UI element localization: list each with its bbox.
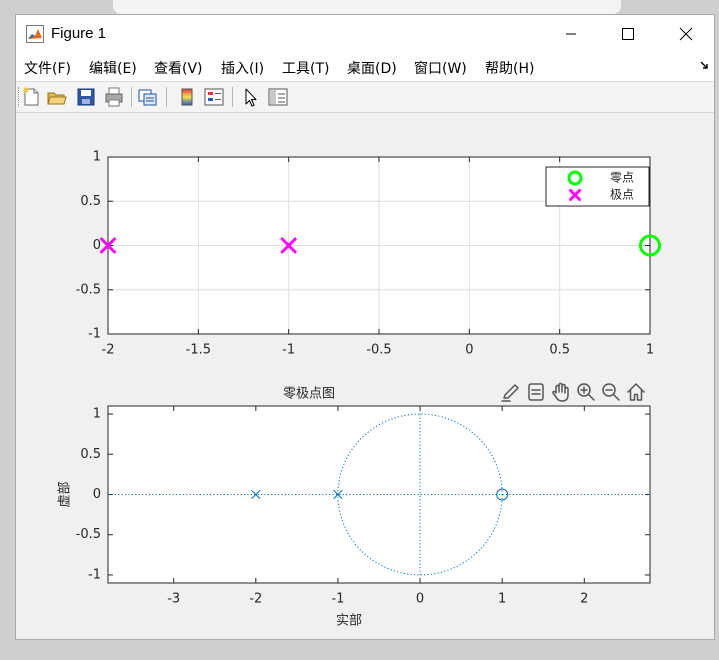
menu-bar: 文件(F) 编辑(E) 查看(V) 插入(I) 工具(T) 桌面(D) 窗口(W… [16,53,714,82]
zplane-title: 零极点图 [283,387,335,402]
menu-file[interactable]: 文件(F) [24,61,71,77]
y-tick-label: 0 [93,487,101,502]
brush-icon[interactable] [501,384,519,402]
x-tick-label: 1 [498,592,506,607]
toolbar-grip [18,87,21,107]
new-figure-icon[interactable] [20,86,42,108]
zplane-xlabel: 实部 [336,614,362,629]
open-file-icon[interactable] [46,86,68,108]
zoom-in-icon[interactable] [577,383,595,401]
print-icon[interactable] [103,86,125,108]
x-tick-label: -2 [102,343,115,358]
zplane-pole-marker [333,490,343,499]
figure-toolbar [16,82,714,113]
property-inspector-icon[interactable] [267,86,289,108]
y-tick-label: 0.5 [80,194,101,209]
zplane-ylabel: 虚部 [58,481,73,507]
x-tick-label: -2 [249,592,262,607]
legend-zero-marker [567,170,583,186]
zplane-pole-marker [251,490,261,499]
dock-figure-icon[interactable] [700,60,710,70]
menu-desktop[interactable]: 桌面(D) [347,61,397,77]
link-plot-icon[interactable] [137,86,159,108]
toolbar-separator [232,87,233,107]
home-icon[interactable] [627,383,645,401]
legend-label: 零点 [610,171,634,185]
close-icon [679,27,693,41]
menu-help[interactable]: 帮助(H) [485,61,535,77]
menu-insert[interactable]: 插入(I) [221,61,265,77]
y-tick-label: -0.5 [76,527,101,542]
figure-canvas: -2 -1.5 -1 -0.5 0 0.5 1 1 0.5 0 -0.5 -1 零点 极点 -3 -2 -1 0 1… [16,112,716,641]
axes-background [108,406,650,583]
zero-point-marker [639,234,661,257]
menu-window[interactable]: 窗口(W) [414,61,467,77]
y-tick-label: 1 [93,407,101,422]
y-tick-label: 1 [93,150,101,165]
x-tick-label: -1 [282,343,295,358]
x-tick-label: 0 [465,343,473,358]
toolbar-separator [166,87,167,107]
x-tick-label: -1 [331,592,344,607]
menu-edit[interactable]: 编辑(E) [89,61,137,77]
save-icon[interactable] [75,86,97,108]
maximize-button[interactable] [605,15,651,53]
edit-plot-arrow-icon[interactable] [240,86,262,108]
toolbar-separator [131,87,132,107]
x-tick-label: 0.5 [549,343,570,358]
x-tick-label: 1 [646,343,654,358]
y-tick-label: -1 [88,327,101,342]
legend-pole-marker [569,189,581,201]
x-tick-label: 0 [416,592,424,607]
zplane-axes: -3 -2 -1 0 1 2 1 0.5 0 -0.5 -1 [76,405,651,607]
pan-hand-icon[interactable] [552,382,569,402]
y-tick-label: -1 [88,567,101,582]
legend-label: 极点 [610,188,634,202]
y-tick-label: 0 [93,238,101,253]
y-tick-label: 0.5 [80,447,101,462]
x-tick-label: -3 [167,592,180,607]
x-tick-label: -0.5 [366,343,391,358]
figure-window: Figure 1 文件(F) 编辑(E) 查看(V) 插入(I) 工具(T) 桌… [15,14,715,640]
data-tips-icon[interactable] [528,383,544,401]
zoom-out-icon[interactable] [602,383,620,401]
minimize-icon [566,33,576,35]
x-tick-label: 2 [580,592,588,607]
x-tick-label: -1.5 [186,343,211,358]
maximize-icon [622,28,634,40]
unit-circle [337,413,503,576]
y-tick-label: -0.5 [76,282,101,297]
window-title: Figure 1 [51,25,107,42]
background-window-strip [113,0,621,14]
zplane-zero-marker [496,488,509,501]
title-bar[interactable]: Figure 1 [16,15,714,53]
legend-box[interactable] [545,166,650,207]
menu-tools[interactable]: 工具(T) [282,61,330,77]
legend-icon[interactable] [203,86,225,108]
pole-point-marker [100,237,116,254]
minimize-button[interactable] [548,15,594,53]
colorbar-icon[interactable] [176,86,198,108]
close-button[interactable] [663,15,709,53]
menu-view[interactable]: 查看(V) [154,61,203,77]
pole-point-marker [280,237,297,254]
matlab-logo-icon [26,25,44,43]
